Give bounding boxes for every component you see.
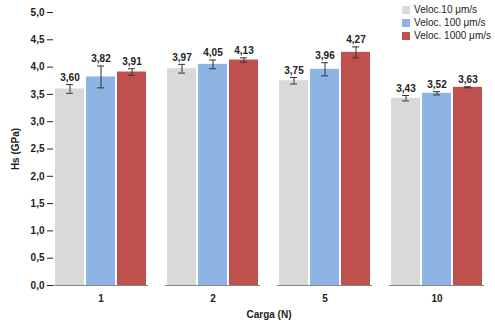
svg-text:4,13: 4,13 <box>234 45 254 56</box>
svg-text:0,5: 0,5 <box>31 252 45 263</box>
svg-text:3,0: 3,0 <box>31 116 45 127</box>
html-text:Veloc. 1000 μm/s: Veloc. 1000 μm/s <box>414 30 491 41</box>
svg-text:4,27: 4,27 <box>346 34 366 45</box>
svg-text:3,5: 3,5 <box>31 89 45 100</box>
svg-text:Hs (GPa): Hs (GPa) <box>10 128 21 170</box>
svg-text:0,0: 0,0 <box>31 280 45 291</box>
svg-text:4,5: 4,5 <box>31 34 45 45</box>
svg-text:2: 2 <box>210 293 216 304</box>
svg-text:3,96: 3,96 <box>315 50 335 61</box>
svg-text:2,0: 2,0 <box>31 171 45 182</box>
svg-text:4,0: 4,0 <box>31 61 45 72</box>
svg-text:4,05: 4,05 <box>203 47 223 58</box>
svg-text:3,63: 3,63 <box>458 74 478 85</box>
svg-text:3,97: 3,97 <box>172 52 192 63</box>
html-text:Veloc.10 μm/s: Veloc.10 μm/s <box>414 4 478 15</box>
svg-text:3,91: 3,91 <box>122 56 142 67</box>
svg-text:1,5: 1,5 <box>31 198 45 209</box>
svg-text:2,5: 2,5 <box>31 143 45 154</box>
svg-text:3,43: 3,43 <box>396 83 416 94</box>
svg-text:3,75: 3,75 <box>284 65 304 76</box>
svg-text:1,0: 1,0 <box>31 225 45 236</box>
svg-text:3,82: 3,82 <box>91 53 111 64</box>
svg-text:1: 1 <box>98 293 104 304</box>
svg-text:3,60: 3,60 <box>60 72 80 83</box>
svg-text:10: 10 <box>431 293 443 304</box>
svg-text:3,52: 3,52 <box>427 79 447 90</box>
svg-text:Carga (N): Carga (N) <box>246 309 291 320</box>
svg-text:5,0: 5,0 <box>31 7 45 18</box>
svg-text:5: 5 <box>322 293 328 304</box>
html-text:Veloc. 100 μm/s: Veloc. 100 μm/s <box>414 17 486 28</box>
